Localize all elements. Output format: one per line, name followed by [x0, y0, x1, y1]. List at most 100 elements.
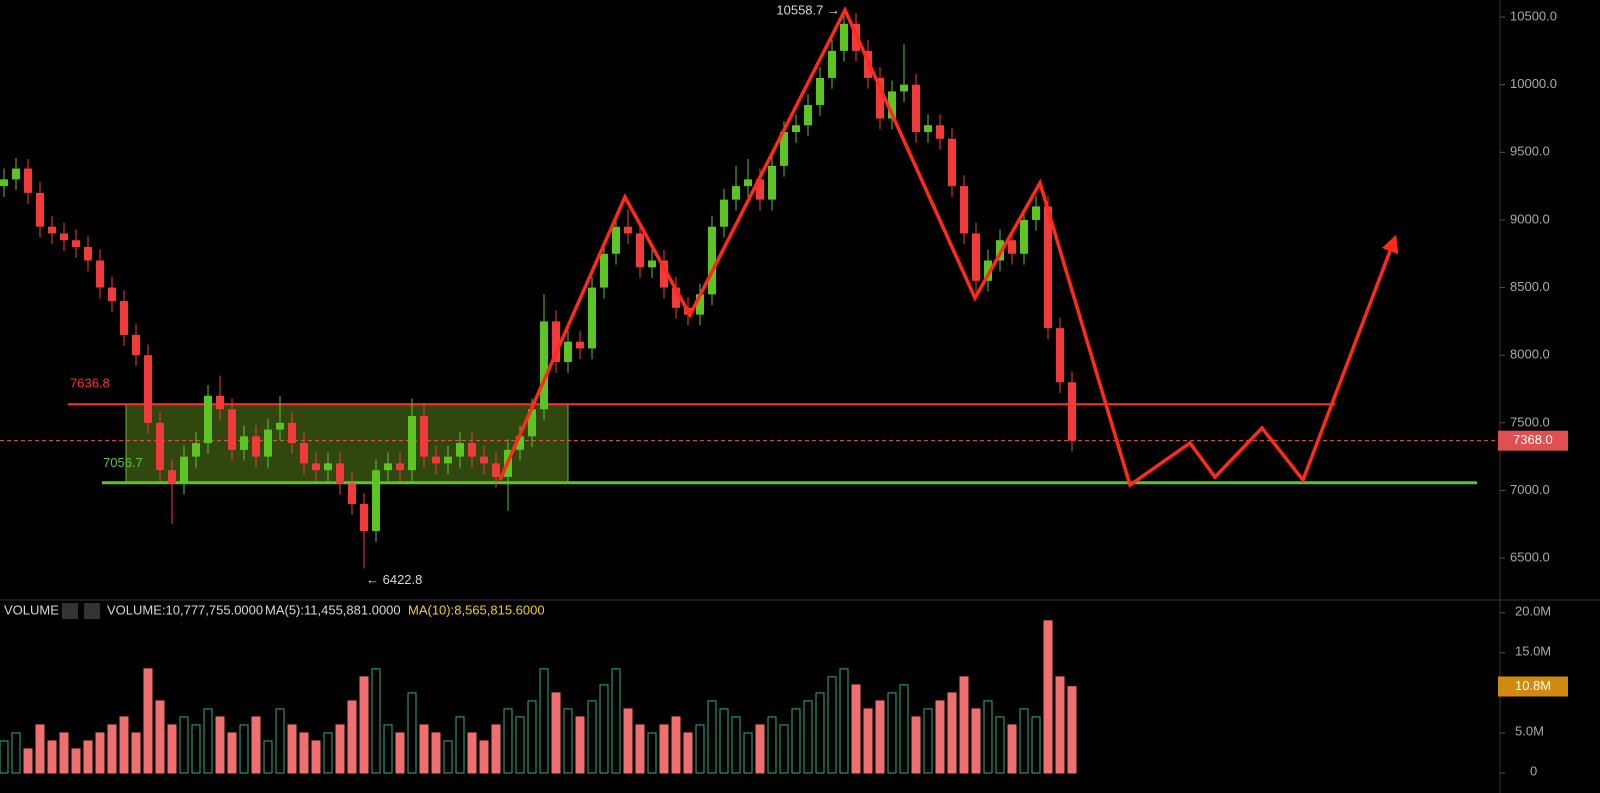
candle-body	[216, 395, 224, 410]
candle-body	[132, 334, 140, 356]
volume-bar	[587, 700, 597, 774]
volume-bar	[707, 700, 717, 774]
candle-body	[960, 186, 968, 234]
candle-body	[636, 233, 644, 268]
candle-body	[204, 395, 212, 444]
candle-body	[528, 409, 536, 437]
volume-bar	[971, 708, 981, 774]
volume-bar	[275, 708, 285, 774]
projection-arrow	[498, 5, 1399, 488]
volume-bar	[683, 732, 693, 774]
volume-bar	[1007, 724, 1017, 774]
volume-bar	[827, 676, 837, 774]
candle-body	[0, 179, 8, 187]
candle-body	[180, 456, 188, 484]
volume-bar	[11, 732, 21, 774]
candle-body	[48, 226, 56, 234]
volume-bar	[815, 692, 825, 774]
volume-bar	[95, 732, 105, 774]
volume-bar	[851, 684, 861, 774]
candle-body	[876, 77, 884, 119]
candle-body	[396, 463, 404, 471]
candle-body	[276, 422, 284, 430]
last-volume-label: 10.8M	[1515, 678, 1551, 693]
volume-bar	[143, 668, 153, 774]
candle-body	[972, 233, 980, 281]
settings-icon[interactable]	[62, 603, 78, 619]
candle-body	[36, 192, 44, 227]
volume-bar	[959, 676, 969, 774]
volume-bar	[83, 740, 93, 774]
candle-body	[564, 341, 572, 362]
y-tick-label: 8500.0	[1510, 279, 1550, 294]
volume-bar	[227, 732, 237, 774]
volume-bar	[383, 724, 393, 774]
y2-tick-label: 0	[1530, 763, 1537, 778]
volume-bar	[695, 724, 705, 774]
volume-bar	[131, 732, 141, 774]
candle-body	[144, 355, 152, 423]
candle-body	[240, 436, 248, 450]
volume-bar	[1019, 708, 1029, 774]
candle-body	[348, 483, 356, 504]
y-tick-label: 9000.0	[1510, 211, 1550, 226]
volume-bar	[1043, 620, 1053, 774]
candle-body	[192, 443, 200, 457]
volume-bar	[671, 716, 681, 774]
candle-body	[408, 416, 416, 471]
y-tick-label: 7000.0	[1510, 482, 1550, 497]
candle-body	[312, 463, 320, 471]
candle-body	[156, 422, 164, 471]
candle-body	[108, 287, 116, 302]
volume-bar	[431, 732, 441, 774]
candle-body	[612, 226, 620, 254]
volume-bar	[515, 716, 525, 774]
candle-body	[432, 456, 440, 464]
volume-bar	[107, 724, 117, 774]
volume-bar	[623, 708, 633, 774]
volume-bar	[875, 700, 885, 774]
volume-bar	[887, 692, 897, 774]
volume-bar	[371, 668, 381, 774]
candle-body	[948, 138, 956, 187]
candle-body	[624, 226, 632, 234]
candle-body	[600, 253, 608, 288]
last-price-label: 7368.0	[1513, 432, 1553, 447]
volume-bar	[635, 724, 645, 774]
last-price-tag	[1498, 430, 1568, 451]
volume-bar	[0, 740, 9, 774]
candle-body	[1008, 240, 1016, 254]
candle-body	[288, 422, 296, 444]
volume-bar	[359, 676, 369, 774]
volume-title: VOLUME	[4, 602, 59, 617]
y-tick-label: 6500.0	[1510, 550, 1550, 565]
volume-bar	[251, 716, 261, 774]
volume-bar	[119, 716, 129, 774]
volume-bar	[731, 716, 741, 774]
volume-bar	[839, 668, 849, 774]
close-icon[interactable]	[84, 603, 100, 619]
candle-body	[1032, 206, 1040, 220]
candle-body	[780, 132, 788, 166]
y-tick-label: 7500.0	[1510, 414, 1550, 429]
volume-bar	[563, 708, 573, 774]
volume-bar	[287, 724, 297, 774]
volume-bar	[191, 724, 201, 774]
volume-bar	[527, 700, 537, 774]
candle-body	[480, 456, 488, 464]
candle-body	[420, 416, 428, 457]
candle-body	[756, 179, 764, 200]
y-tick-label: 9500.0	[1510, 144, 1550, 159]
level-label: 7636.8	[70, 376, 110, 391]
candle-body	[720, 199, 728, 227]
candle-body	[744, 179, 752, 187]
volume-bar	[455, 716, 465, 774]
y2-tick-label: 5.0M	[1515, 723, 1544, 738]
volume-bar	[791, 708, 801, 774]
ma5-value: MA(5):11,455,881.0000	[265, 602, 401, 617]
volume-bar	[719, 708, 729, 774]
candle-body	[300, 443, 308, 464]
volume-bar	[479, 740, 489, 774]
